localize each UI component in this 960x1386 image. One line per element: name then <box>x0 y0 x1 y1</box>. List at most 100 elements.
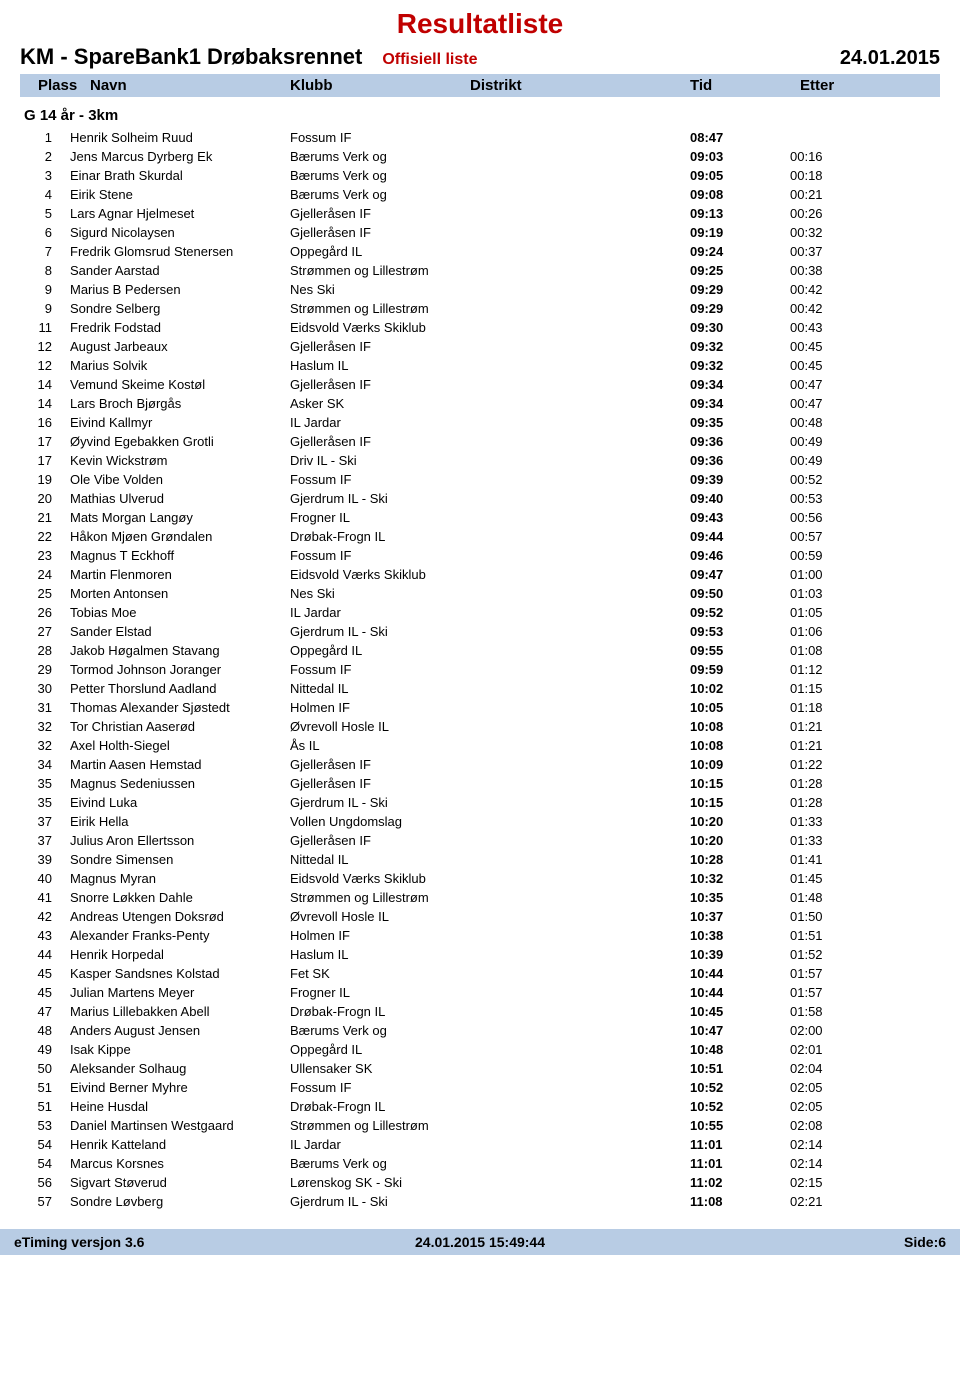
cell-klubb: Fet SK <box>290 966 690 981</box>
cell-tid: 08:47 <box>690 130 790 145</box>
cell-navn: Andreas Utengen Doksrød <box>70 909 290 924</box>
cell-navn: Martin Aasen Hemstad <box>70 757 290 772</box>
cell-klubb: Øvrevoll Hosle IL <box>290 719 690 734</box>
result-row: 2Jens Marcus Dyrberg EkBærums Verk og09:… <box>20 147 940 166</box>
result-row: 40Magnus MyranEidsvold Værks Skiklub10:3… <box>20 869 940 888</box>
cell-navn: Jens Marcus Dyrberg Ek <box>70 149 290 164</box>
subheader: KM - SpareBank1 Drøbaksrennet Offisiell … <box>20 44 940 70</box>
cell-plass: 7 <box>20 244 70 259</box>
cell-tid: 10:51 <box>690 1061 790 1076</box>
cell-plass: 19 <box>20 472 70 487</box>
cell-tid: 10:02 <box>690 681 790 696</box>
result-row: 34Martin Aasen HemstadGjelleråsen IF10:0… <box>20 755 940 774</box>
cell-plass: 47 <box>20 1004 70 1019</box>
cell-plass: 1 <box>20 130 70 145</box>
cell-plass: 20 <box>20 491 70 506</box>
cell-klubb: Haslum IL <box>290 947 690 962</box>
cell-navn: Sander Elstad <box>70 624 290 639</box>
cell-etter: 01:12 <box>790 662 870 677</box>
cell-klubb: Frogner IL <box>290 985 690 1000</box>
cell-etter: 02:05 <box>790 1080 870 1095</box>
result-row: 54Henrik KattelandIL Jardar11:0102:14 <box>20 1135 940 1154</box>
cell-etter: 02:08 <box>790 1118 870 1133</box>
cell-plass: 35 <box>20 776 70 791</box>
cell-etter: 01:51 <box>790 928 870 943</box>
cell-etter: 01:33 <box>790 833 870 848</box>
cell-navn: Lars Broch Bjørgås <box>70 396 290 411</box>
cell-klubb: Gjelleråsen IF <box>290 757 690 772</box>
cell-tid: 09:32 <box>690 358 790 373</box>
cell-klubb: Haslum IL <box>290 358 690 373</box>
cell-navn: Sondre Løvberg <box>70 1194 290 1209</box>
cell-tid: 09:47 <box>690 567 790 582</box>
cell-klubb: Lørenskog SK - Ski <box>290 1175 690 1190</box>
result-row: 22Håkon Mjøen GrøndalenDrøbak-Frogn IL09… <box>20 527 940 546</box>
cell-navn: Kasper Sandsnes Kolstad <box>70 966 290 981</box>
cell-tid: 09:32 <box>690 339 790 354</box>
list-type: Offisiell liste <box>382 51 477 69</box>
result-row: 7Fredrik Glomsrud StenersenOppegård IL09… <box>20 242 940 261</box>
cell-etter: 02:00 <box>790 1023 870 1038</box>
cell-tid: 10:09 <box>690 757 790 772</box>
cell-klubb: Nes Ski <box>290 586 690 601</box>
cell-etter: 01:45 <box>790 871 870 886</box>
cell-klubb: Fossum IF <box>290 1080 690 1095</box>
cell-tid: 09:05 <box>690 168 790 183</box>
cell-klubb: Bærums Verk og <box>290 1023 690 1038</box>
cell-tid: 10:08 <box>690 719 790 734</box>
cell-navn: Magnus Myran <box>70 871 290 886</box>
result-row: 49Isak KippeOppegård IL10:4802:01 <box>20 1040 940 1059</box>
result-row: 25Morten AntonsenNes Ski09:5001:03 <box>20 584 940 603</box>
cell-tid: 09:35 <box>690 415 790 430</box>
cell-navn: Mats Morgan Langøy <box>70 510 290 525</box>
cell-klubb: Bærums Verk og <box>290 1156 690 1171</box>
cell-plass: 23 <box>20 548 70 563</box>
result-row: 17Kevin WickstrømDriv IL - Ski09:3600:49 <box>20 451 940 470</box>
cell-navn: Eirik Stene <box>70 187 290 202</box>
cell-tid: 09:53 <box>690 624 790 639</box>
cell-tid: 10:38 <box>690 928 790 943</box>
cell-tid: 10:48 <box>690 1042 790 1057</box>
cell-etter: 00:49 <box>790 453 870 468</box>
cell-klubb: Strømmen og Lillestrøm <box>290 1118 690 1133</box>
cell-tid: 10:44 <box>690 966 790 981</box>
cell-klubb: Strømmen og Lillestrøm <box>290 263 690 278</box>
result-row: 43Alexander Franks-PentyHolmen IF10:3801… <box>20 926 940 945</box>
cell-plass: 51 <box>20 1080 70 1095</box>
cell-etter: 00:43 <box>790 320 870 335</box>
cell-navn: Tor Christian Aaserød <box>70 719 290 734</box>
result-row: 35Eivind LukaGjerdrum IL - Ski10:1501:28 <box>20 793 940 812</box>
result-row: 23Magnus T EckhoffFossum IF09:4600:59 <box>20 546 940 565</box>
cell-etter: 00:16 <box>790 149 870 164</box>
cell-plass: 22 <box>20 529 70 544</box>
cell-tid: 11:02 <box>690 1175 790 1190</box>
cell-klubb: Drøbak-Frogn IL <box>290 1099 690 1114</box>
group-heading: G 14 år - 3km <box>24 107 940 124</box>
cell-plass: 39 <box>20 852 70 867</box>
cell-navn: Henrik Solheim Ruud <box>70 130 290 145</box>
cell-klubb: Fossum IF <box>290 472 690 487</box>
cell-etter: 01:33 <box>790 814 870 829</box>
cell-navn: Jakob Høgalmen Stavang <box>70 643 290 658</box>
cell-klubb: Fossum IF <box>290 662 690 677</box>
cell-navn: Eivind Luka <box>70 795 290 810</box>
cell-etter: 00:45 <box>790 358 870 373</box>
result-row: 5Lars Agnar HjelmesetGjelleråsen IF09:13… <box>20 204 940 223</box>
cell-etter: 01:57 <box>790 966 870 981</box>
result-row: 4Eirik SteneBærums Verk og09:0800:21 <box>20 185 940 204</box>
cell-etter: 01:52 <box>790 947 870 962</box>
cell-klubb: Gjerdrum IL - Ski <box>290 491 690 506</box>
cell-etter: 00:52 <box>790 472 870 487</box>
cell-tid: 10:37 <box>690 909 790 924</box>
cell-klubb: Vollen Ungdomslag <box>290 814 690 829</box>
cell-etter: 00:38 <box>790 263 870 278</box>
cell-navn: Henrik Horpedal <box>70 947 290 962</box>
cell-navn: Fredrik Glomsrud Stenersen <box>70 244 290 259</box>
cell-tid: 09:30 <box>690 320 790 335</box>
cell-navn: Eirik Hella <box>70 814 290 829</box>
cell-etter: 00:45 <box>790 339 870 354</box>
cell-etter: 01:41 <box>790 852 870 867</box>
cell-plass: 49 <box>20 1042 70 1057</box>
cell-klubb: Gjerdrum IL - Ski <box>290 1194 690 1209</box>
cell-etter: 00:49 <box>790 434 870 449</box>
